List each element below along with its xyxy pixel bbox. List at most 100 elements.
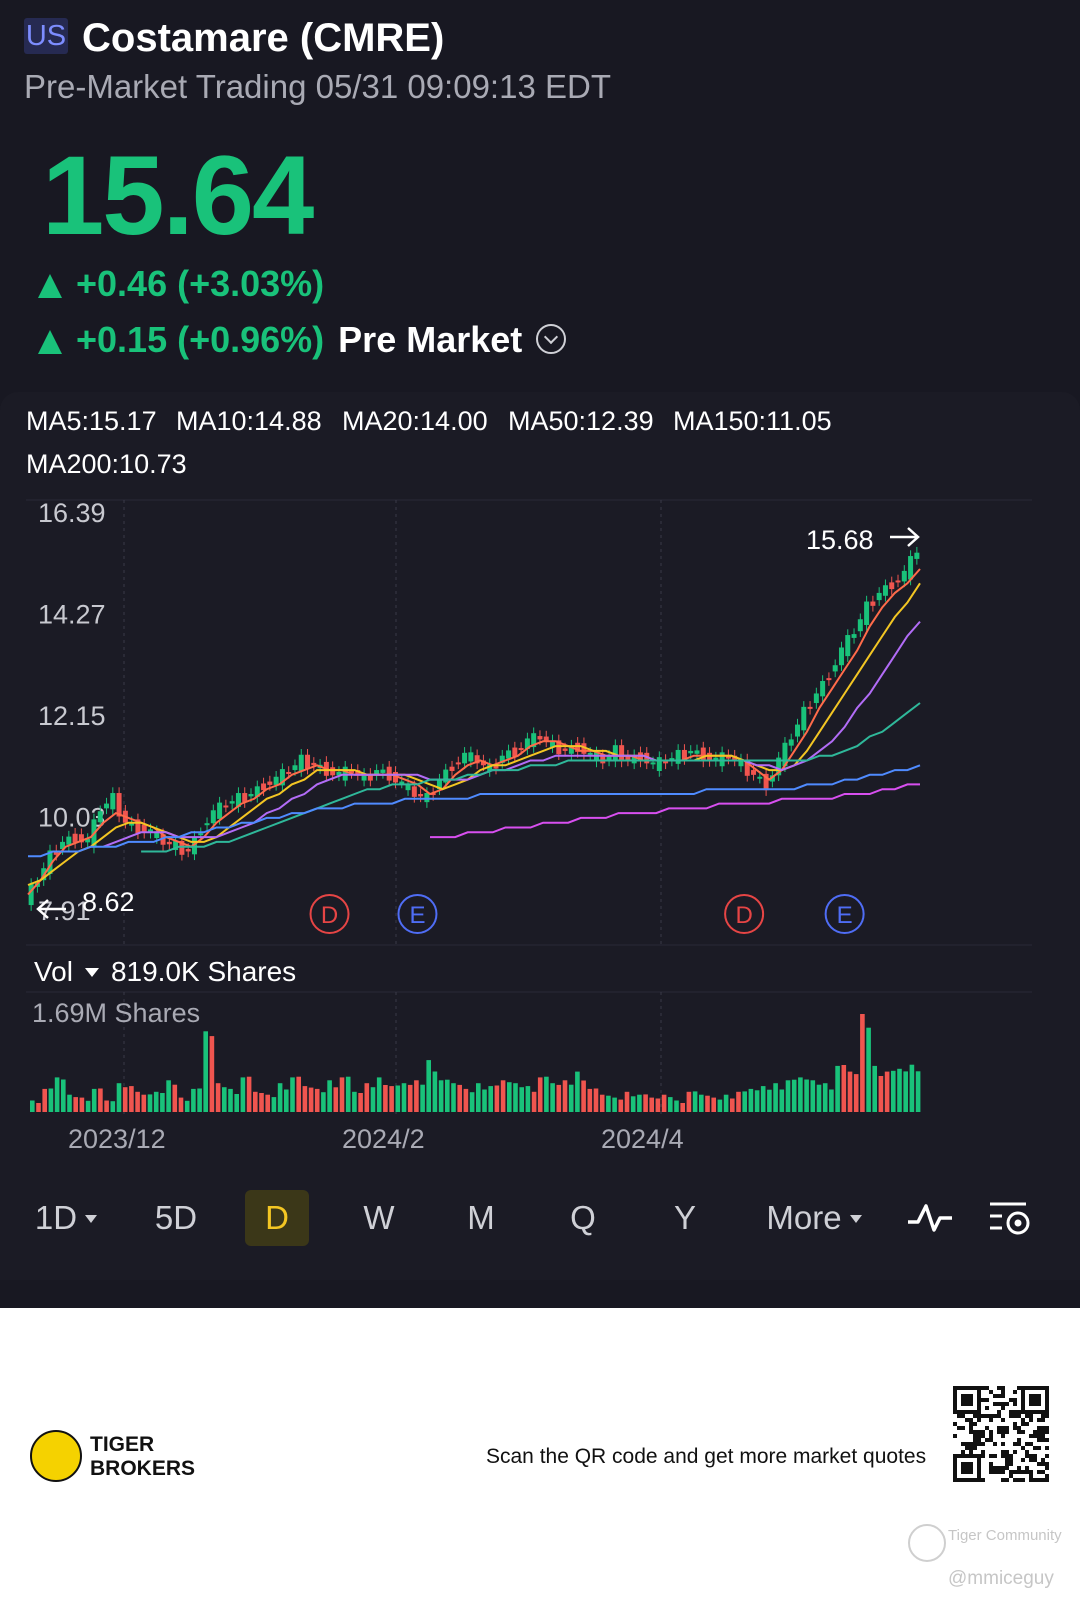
candle-body (160, 834, 166, 845)
volume-bar (705, 1095, 710, 1112)
candle-body (468, 752, 474, 762)
candle-body (110, 793, 116, 810)
candle-body (411, 786, 417, 797)
volume-bar (42, 1088, 47, 1112)
candle-body (669, 758, 675, 761)
candle-body (210, 810, 216, 824)
candle-body (392, 771, 398, 783)
period-m[interactable]: M (467, 1199, 495, 1236)
period-q[interactable]: Q (570, 1199, 596, 1236)
volume-bar (302, 1086, 308, 1112)
volume-bar (370, 1087, 376, 1112)
volume-bar (61, 1079, 66, 1112)
candle-body (217, 802, 223, 819)
volume-bar (463, 1088, 469, 1112)
candle-body (135, 819, 141, 834)
candle-body (380, 769, 386, 773)
x-axis-label: 2024/4 (601, 1124, 684, 1154)
volume-bar (296, 1076, 301, 1112)
volume-bar (767, 1089, 772, 1112)
candle-body (700, 747, 706, 762)
volume-bar (537, 1077, 543, 1112)
volume-bar (172, 1084, 178, 1112)
volume-bar (135, 1091, 140, 1112)
candle-body (763, 773, 769, 791)
svg-text:D: D (735, 902, 752, 929)
svg-text:D: D (321, 902, 338, 929)
volume-bar (897, 1068, 902, 1112)
volume-bar (519, 1087, 524, 1112)
volume-bar (488, 1086, 493, 1112)
volume-bar (271, 1097, 277, 1112)
event-marker-e: E (824, 894, 865, 934)
volume-bar (798, 1077, 803, 1112)
volume-bar (91, 1088, 97, 1112)
candle-body (562, 748, 568, 751)
candle-body (512, 747, 518, 757)
chart-panel: MA5:15.17 MA10:14.88 MA20:14.00 MA50:12.… (0, 392, 1080, 1280)
candle-body (198, 833, 204, 836)
candle-body (248, 793, 254, 797)
volume-bar (234, 1094, 239, 1112)
candle-body (851, 634, 857, 638)
candle-body (738, 759, 744, 767)
volume-bar (104, 1100, 109, 1112)
candle-body (349, 769, 355, 773)
chevron-down-icon[interactable] (536, 324, 567, 354)
candle-body (568, 745, 574, 754)
volume-bar (327, 1080, 332, 1112)
volume-bar (215, 1083, 221, 1112)
period-y[interactable]: Y (673, 1199, 696, 1236)
ma150-label: MA150:11.05 (673, 406, 832, 436)
volume-bar (314, 1088, 320, 1112)
candle-body (443, 769, 449, 783)
candle-body (474, 755, 480, 764)
volume-bar (692, 1091, 698, 1112)
volume-bar (853, 1074, 859, 1112)
candle-body (876, 592, 882, 601)
volume-bar (736, 1091, 741, 1112)
volume-bar (209, 1036, 215, 1112)
volume-bar (791, 1079, 797, 1112)
period-more[interactable]: More (758, 1190, 870, 1246)
volume-bar (668, 1097, 673, 1112)
volume-bar (575, 1071, 580, 1112)
candle-body (367, 773, 373, 781)
ma50-label: MA50:12.39 (508, 406, 654, 436)
candle-body (147, 829, 153, 833)
volume-selector[interactable]: Vol 819.0K Shares (34, 954, 296, 990)
watermark-handle: @mmiceguy (948, 1568, 1054, 1589)
volume-bar (153, 1091, 159, 1112)
svg-text:E: E (409, 902, 425, 929)
caret-down-icon (849, 1215, 862, 1223)
candle-body (908, 556, 914, 580)
volume-bar (147, 1094, 153, 1112)
period-5d[interactable]: 5D (154, 1199, 198, 1236)
candle-body (286, 771, 292, 774)
volume-bar (773, 1083, 778, 1112)
candle-body (681, 749, 687, 760)
candle-body (857, 619, 863, 632)
volume-bar (469, 1092, 475, 1112)
day-change-value: +0.46 (+3.03%) (76, 263, 325, 304)
ma-line-ma20 (103, 620, 921, 848)
candle-body (556, 740, 562, 755)
volume-bar (116, 1083, 122, 1112)
volume-bar (166, 1080, 171, 1112)
candle-body (832, 665, 838, 672)
y-tick-label: 12.15 (38, 701, 106, 731)
period-1d[interactable]: 1D (24, 1190, 108, 1246)
candle-body (261, 783, 267, 791)
candle-body (78, 834, 84, 843)
chart-settings-icon[interactable] (986, 1190, 1036, 1246)
volume-bar (531, 1091, 537, 1112)
volume-bar (308, 1087, 314, 1112)
candle-body (85, 839, 91, 843)
candle-body (688, 750, 694, 754)
indicator-icon[interactable] (906, 1190, 954, 1246)
period-w[interactable]: W (363, 1199, 395, 1236)
volume-bar (878, 1076, 884, 1112)
period-d[interactable]: D (245, 1190, 309, 1246)
volume-bar (290, 1077, 295, 1112)
